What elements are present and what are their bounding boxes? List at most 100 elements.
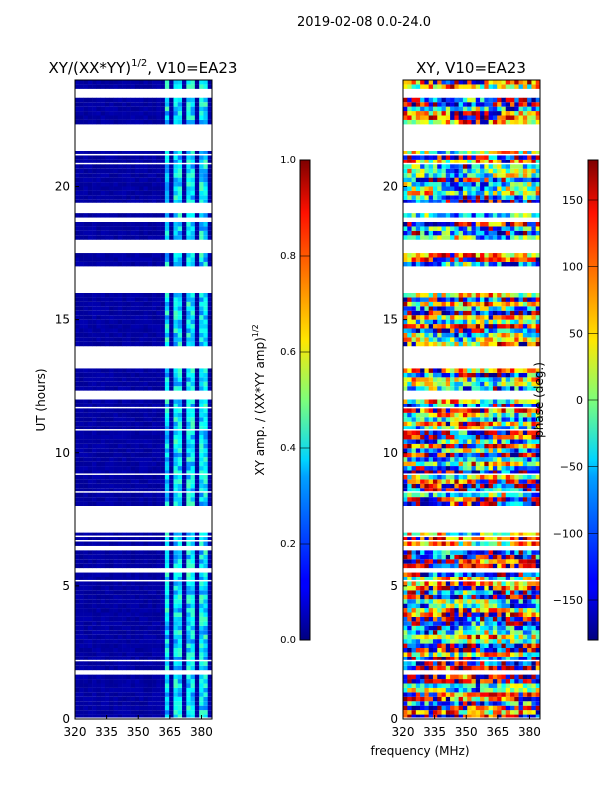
heatmap-cell — [518, 594, 524, 600]
heatmap-cell — [488, 612, 494, 617]
heatmap-cell — [156, 599, 161, 604]
heatmap-cell — [203, 652, 209, 657]
heatmap-cell — [415, 714, 421, 718]
heatmap-cell — [87, 173, 93, 178]
heatmap-cell — [113, 261, 119, 267]
heatmap-cell — [117, 492, 123, 498]
heatmap-cell — [424, 656, 429, 660]
heatmap-cell — [79, 177, 84, 183]
heatmap-cell — [173, 479, 179, 484]
heatmap-cell — [424, 572, 429, 577]
heatmap-cell — [458, 674, 464, 680]
heatmap-cell — [505, 603, 511, 609]
heatmap-cell — [143, 328, 149, 333]
heatmap-cell — [104, 377, 110, 382]
heatmap-cell — [104, 550, 110, 555]
heatmap-cell — [190, 452, 196, 458]
heatmap-cell — [535, 621, 541, 626]
heatmap-cell — [75, 421, 80, 427]
heatmap-cell — [441, 577, 447, 580]
heatmap-cell — [415, 577, 421, 580]
heatmap-cell — [415, 612, 421, 617]
heatmap-cell — [415, 497, 421, 502]
heatmap-cell — [177, 554, 183, 560]
heatmap-cell — [182, 590, 187, 595]
heatmap-cell — [527, 696, 532, 702]
heatmap-cell — [139, 119, 144, 125]
heatmap-cell — [96, 341, 101, 347]
heatmap-cell — [190, 235, 196, 240]
heatmap-cell — [96, 426, 101, 430]
heatmap-cell — [122, 701, 127, 706]
heatmap-cell — [130, 430, 136, 435]
heatmap-cell — [83, 151, 89, 154]
heatmap-cell — [177, 479, 183, 484]
heatmap-cell — [117, 222, 123, 227]
heatmap-cell — [126, 399, 131, 404]
heatmap-cell — [441, 590, 447, 595]
heatmap-cell — [117, 257, 123, 262]
heatmap-cell — [177, 173, 183, 178]
heatmap-cell — [531, 563, 537, 569]
heatmap-cell — [492, 572, 498, 577]
heatmap-cell — [458, 665, 464, 671]
heatmap-cell — [122, 696, 127, 702]
heatmap-cell — [139, 701, 144, 706]
heatmap-cell — [143, 222, 149, 227]
heatmap-cell — [480, 577, 485, 580]
heatmap-cell — [100, 173, 106, 178]
heatmap-cell — [432, 714, 438, 718]
heatmap-cell — [458, 696, 464, 702]
heatmap-cell — [160, 155, 166, 160]
heatmap-cell — [96, 643, 101, 648]
heatmap-cell — [462, 630, 468, 635]
heatmap-cell — [194, 461, 200, 467]
heatmap-cell — [415, 625, 421, 631]
heatmap-cell — [156, 457, 161, 462]
heatmap-cell — [143, 399, 149, 404]
heatmap-cell — [471, 643, 477, 648]
heatmap-cell — [122, 226, 127, 231]
heatmap-cell — [411, 696, 417, 702]
heatmap-cell — [152, 625, 157, 631]
heatmap-cell — [437, 692, 442, 697]
heatmap-cell — [407, 616, 412, 622]
heatmap-cell — [139, 368, 144, 373]
heatmap-cell — [160, 652, 166, 657]
heatmap-cell — [79, 661, 84, 666]
heatmap-cell — [113, 177, 119, 183]
heatmap-cell — [143, 230, 149, 236]
heatmap-cell — [147, 665, 153, 671]
heatmap-cell — [177, 648, 183, 653]
heatmap-cell — [424, 590, 429, 595]
heatmap-cell — [488, 501, 494, 506]
heatmap-cell — [173, 714, 179, 718]
heatmap-cell — [147, 177, 153, 183]
heatmap-cell — [182, 324, 187, 329]
heatmap-cell — [147, 585, 153, 591]
heatmap-cell — [424, 603, 429, 609]
heatmap-cell — [501, 550, 507, 555]
heatmap-cell — [518, 501, 524, 506]
heatmap-cell — [122, 324, 127, 329]
heatmap-cell — [126, 550, 131, 555]
heatmap-cell — [203, 616, 209, 622]
heatmap-cell — [130, 310, 136, 316]
heatmap-cell — [117, 497, 123, 502]
heatmap-cell — [160, 386, 166, 391]
heatmap-cell — [126, 337, 131, 342]
heatmap-cell — [96, 319, 101, 325]
heatmap-cell — [113, 563, 119, 569]
heatmap-cell — [117, 665, 123, 671]
heatmap-cell — [173, 430, 179, 435]
heatmap-cell — [467, 705, 472, 711]
heatmap-cell — [143, 674, 149, 680]
heatmap-cell — [87, 426, 93, 430]
heatmap-cell — [156, 381, 161, 387]
heatmap-cell — [199, 337, 204, 342]
heatmap-cell — [130, 84, 136, 89]
heatmap-cell — [182, 594, 187, 600]
heatmap-cell — [518, 497, 524, 502]
heatmap-cell — [152, 648, 157, 653]
heatmap-cell — [83, 710, 89, 715]
